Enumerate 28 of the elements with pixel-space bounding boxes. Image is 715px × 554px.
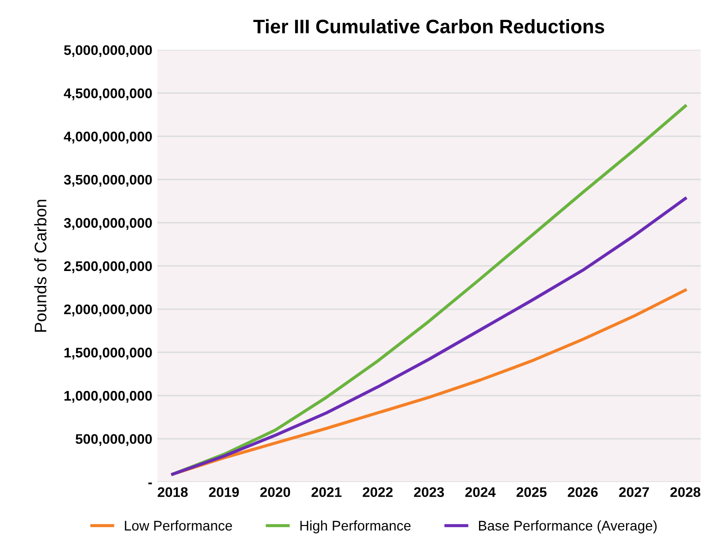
y-tick-label: 5,000,000,000 bbox=[64, 45, 152, 58]
y-tick-label: - bbox=[148, 482, 152, 484]
chart-title: Tier III Cumulative Carbon Reductions bbox=[253, 19, 604, 34]
y-axis-title: Pounds of Carbon bbox=[34, 200, 46, 332]
x-tick-label: 2018 bbox=[158, 487, 188, 498]
x-tick-label: 2028 bbox=[670, 487, 700, 498]
y-tick-label: 2,000,000,000 bbox=[64, 304, 152, 316]
y-tick-label: 2,500,000,000 bbox=[64, 261, 152, 274]
x-tick-label: 2025 bbox=[516, 487, 547, 498]
legend-label: Base Performance (Average) bbox=[479, 520, 657, 534]
y-tick-label: 500,000,000 bbox=[76, 434, 152, 446]
x-tick-label: 2023 bbox=[414, 487, 444, 498]
y-tick-label: 3,500,000,000 bbox=[64, 174, 152, 187]
line-series bbox=[171, 196, 687, 476]
legend-label: High Performance bbox=[300, 520, 411, 534]
x-tick-label: 2027 bbox=[619, 487, 649, 498]
y-tick-label: 3,000,000,000 bbox=[64, 218, 152, 230]
y-tick-label: 4,000,000,000 bbox=[64, 132, 152, 144]
x-tick-label: 2019 bbox=[208, 487, 239, 498]
x-tick-label: 2026 bbox=[568, 487, 598, 498]
x-tick-label: 2021 bbox=[312, 487, 342, 498]
x-tick-label: 2020 bbox=[260, 487, 290, 498]
y-tick-label: 1,500,000,000 bbox=[64, 348, 152, 360]
x-tick-label: 2024 bbox=[465, 487, 496, 498]
y-tick-label: 1,000,000,000 bbox=[64, 390, 152, 403]
x-tick-label: 2022 bbox=[362, 487, 393, 498]
y-tick-label: 4,500,000,000 bbox=[64, 88, 152, 100]
legend-label: Low Performance bbox=[124, 520, 232, 531]
